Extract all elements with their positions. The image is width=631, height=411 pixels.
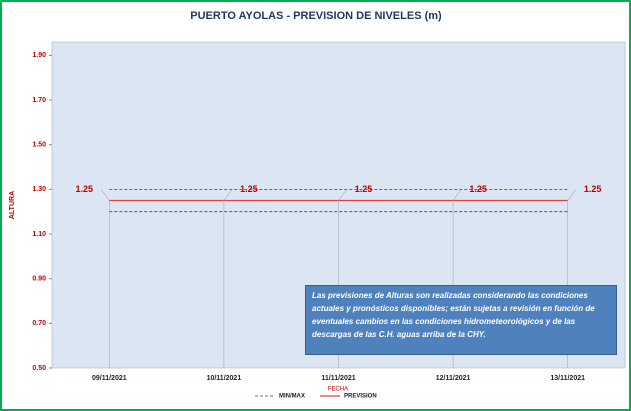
- y-tick-label: 1.70: [32, 97, 46, 104]
- note-box: Las previsiones de Alturas son realizada…: [305, 285, 617, 355]
- y-tick-label: 0.90: [32, 276, 46, 283]
- y-tick-label: 1.50: [32, 142, 46, 149]
- x-axis-label: FECHA: [328, 387, 348, 393]
- y-tick-label: 1.10: [32, 231, 46, 238]
- label-leader: [101, 189, 110, 201]
- label-leader: [452, 189, 462, 201]
- data-label: 1.25: [76, 184, 94, 194]
- chart-title: PUERTO AYOLAS - PREVISION DE NIVELES (m): [190, 10, 442, 22]
- x-tick-label: 11/11/2021: [321, 375, 355, 382]
- data-label: 1.25: [584, 184, 602, 194]
- x-tick-label: 09/11/2021: [92, 375, 127, 382]
- label-leader: [567, 189, 576, 201]
- legend-label: PREVISION: [344, 394, 377, 400]
- data-label: 1.25: [240, 184, 258, 194]
- label-leader: [338, 189, 347, 201]
- legend-label: MIN/MAX: [279, 394, 305, 400]
- data-label: 1.25: [469, 184, 487, 194]
- y-tick-label: 0.50: [32, 365, 46, 372]
- x-tick-label: 10/11/2021: [207, 375, 242, 382]
- x-tick-label: 13/11/2021: [550, 375, 585, 382]
- y-tick-label: 0.70: [32, 320, 46, 327]
- data-label: 1.25: [355, 184, 373, 194]
- y-tick-label: 1.30: [32, 186, 46, 193]
- y-tick-label: 1.90: [32, 52, 46, 59]
- label-leader: [223, 189, 233, 201]
- x-tick-label: 12/11/2021: [436, 375, 471, 382]
- y-axis-label: ALTURA: [9, 191, 16, 219]
